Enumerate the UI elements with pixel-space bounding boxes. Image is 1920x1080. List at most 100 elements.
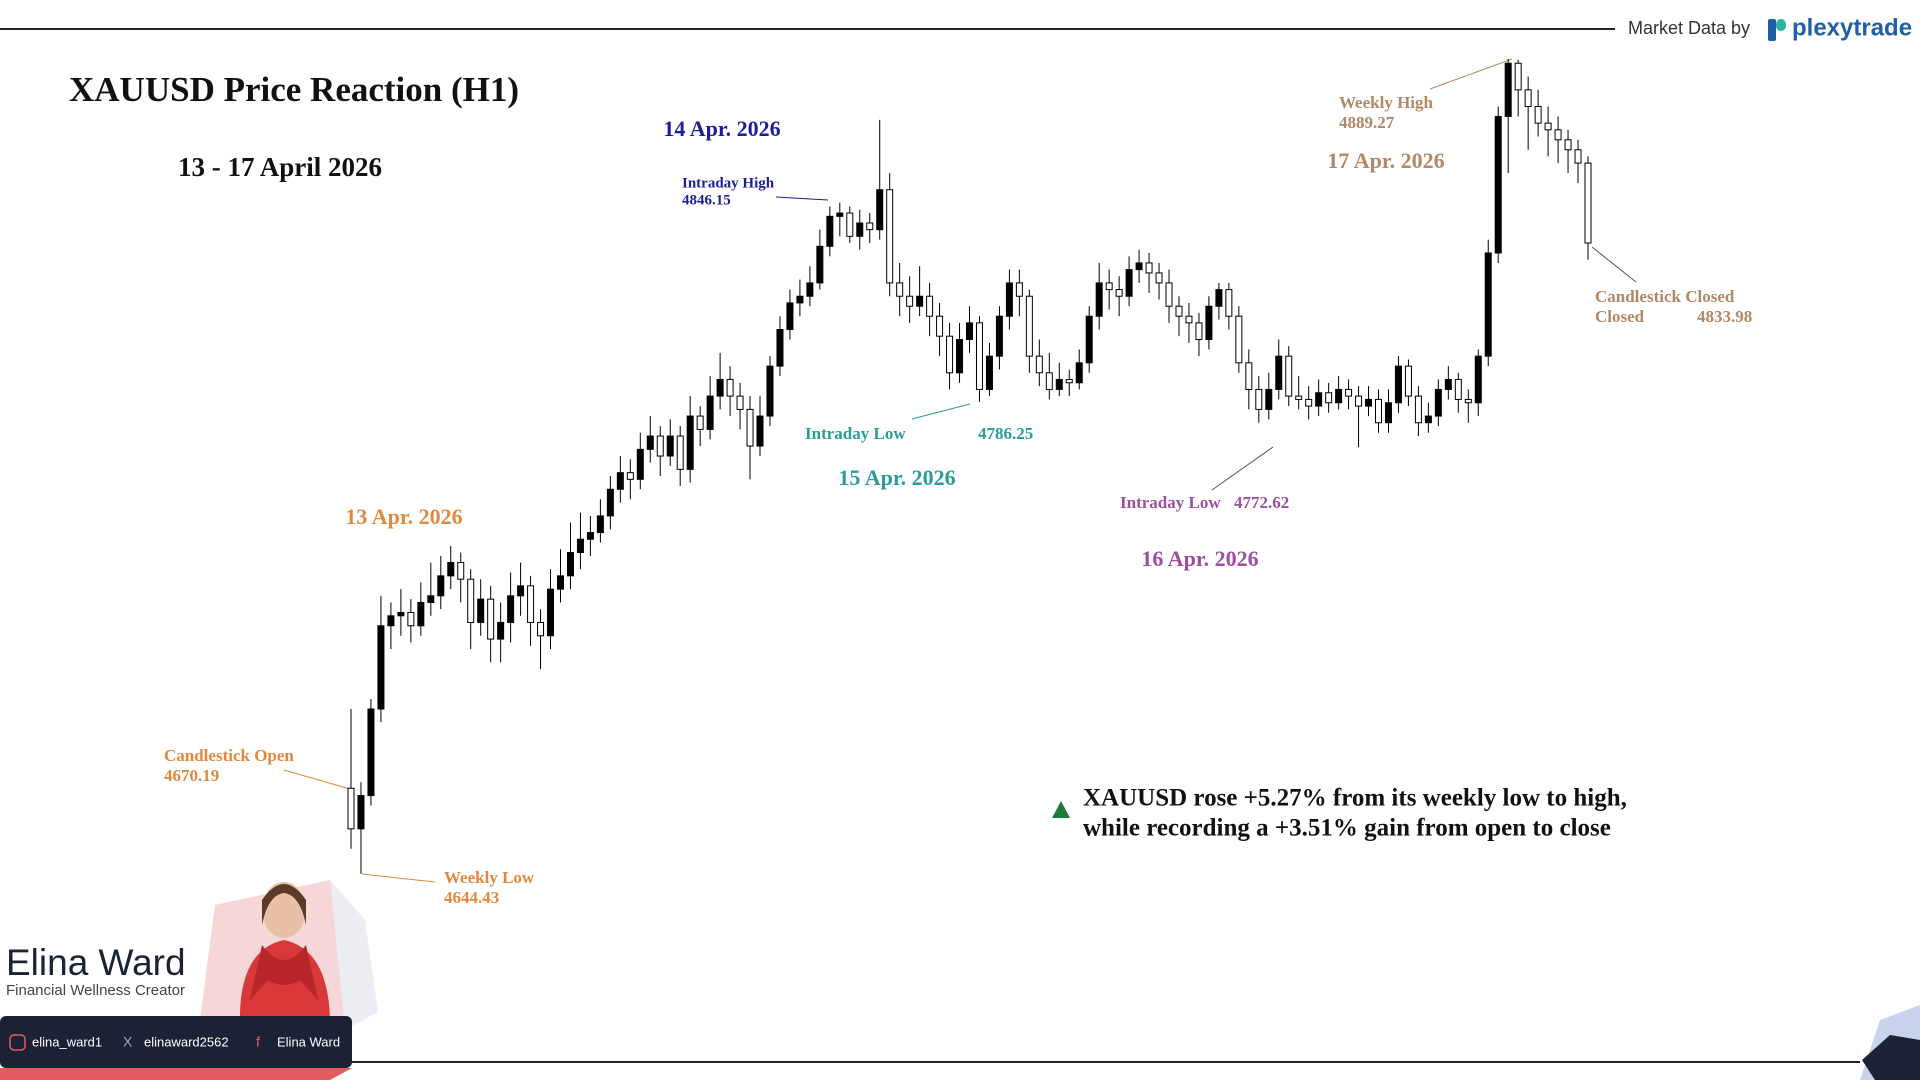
candle-body	[995, 315, 1003, 357]
candle-body	[975, 322, 983, 390]
creator-name: Elina Ward	[6, 942, 186, 983]
candle-body	[447, 562, 455, 577]
candle-body	[946, 335, 954, 374]
candle-body	[1145, 262, 1153, 274]
candle-body	[726, 378, 734, 397]
candle-body	[1085, 315, 1093, 364]
candle-body	[956, 339, 964, 374]
instagram-icon	[9, 1034, 26, 1051]
candle-body	[1175, 305, 1183, 317]
candle-body	[1554, 129, 1562, 141]
candle-body	[1115, 289, 1123, 297]
candle-body	[1365, 398, 1373, 407]
candle-body	[547, 588, 555, 637]
candle-body	[497, 621, 505, 640]
candle-body	[1155, 272, 1163, 284]
candle-body	[596, 515, 604, 534]
annotation-label: Intraday Low	[805, 424, 906, 443]
candle-body	[606, 488, 614, 517]
candle-body	[1355, 395, 1363, 407]
annotation-label: Candlestick Open	[164, 746, 294, 765]
candle-body	[1544, 122, 1552, 131]
candle-body	[1295, 395, 1303, 400]
candle-body	[926, 295, 934, 317]
candle-body	[457, 562, 465, 580]
leader-line	[1211, 446, 1274, 491]
candle-body	[517, 585, 525, 597]
candle-body	[1345, 388, 1353, 397]
facebook-icon: f	[256, 1034, 260, 1050]
candle-body	[696, 415, 704, 430]
candle-body	[1165, 282, 1173, 307]
candle-body	[1564, 139, 1572, 151]
note-line: while recording a +3.51% gain from open …	[1083, 815, 1611, 842]
annotation-value: 4889.27	[1339, 113, 1395, 132]
candle-body	[686, 415, 694, 470]
candle-body	[716, 378, 724, 397]
candle-body	[1394, 365, 1402, 404]
candle-body	[1075, 362, 1083, 384]
candle-body	[1285, 355, 1293, 397]
source-brand: plexytrade	[1792, 14, 1912, 41]
candle-body	[756, 415, 764, 447]
annotation-label: Intraday High	[682, 175, 775, 191]
candle-body	[1215, 289, 1223, 307]
chart-title: XAUUSD Price Reaction (H1)	[69, 70, 519, 109]
day-label: 15 Apr. 2026	[838, 465, 955, 490]
candle-body	[1315, 392, 1323, 407]
candle-body	[936, 315, 944, 337]
up-triangle	[1052, 801, 1070, 818]
annotation-value: 4772.62	[1234, 493, 1289, 512]
candle-body	[1305, 398, 1313, 407]
candle-body	[427, 595, 435, 603]
candle-body	[746, 408, 754, 447]
annotation-label: Closed	[1595, 307, 1645, 326]
candle-body	[1125, 269, 1133, 297]
candle-body	[417, 601, 425, 627]
day-label: 16 Apr. 2026	[1141, 546, 1258, 571]
annotation-label: Weekly Low	[444, 868, 535, 887]
candle-body	[1025, 295, 1033, 357]
candle-body	[576, 538, 584, 554]
day-label: 17 Apr. 2026	[1327, 148, 1444, 173]
candle-body	[1534, 106, 1542, 124]
candle-body	[1335, 388, 1343, 404]
candle-body	[1484, 252, 1492, 357]
annotation-value: 4644.43	[444, 888, 499, 907]
candle-body	[985, 355, 993, 390]
candle-body	[856, 222, 864, 237]
creator-role: Financial Wellness Creator	[6, 982, 185, 999]
annotation-label: Intraday Low	[1120, 493, 1221, 512]
candle-body	[1045, 372, 1053, 390]
candle-body	[1055, 378, 1063, 390]
social-handle: elinaward2562	[144, 1034, 229, 1049]
candle-body	[1514, 62, 1522, 91]
x-icon: X	[123, 1034, 133, 1050]
candle-body	[487, 598, 495, 640]
candle-body	[1275, 355, 1283, 390]
candle-body	[1574, 149, 1582, 164]
candle-body	[816, 245, 824, 284]
chart-subtitle: 13 - 17 April 2026	[178, 152, 382, 182]
candle-body	[357, 795, 365, 830]
candle-body	[646, 435, 654, 450]
candle-body	[786, 302, 794, 331]
candle-body	[966, 322, 973, 341]
candle-body	[527, 585, 535, 623]
candle-body	[866, 222, 874, 231]
candle-body	[906, 295, 914, 307]
candle-body	[1504, 62, 1512, 117]
candle-body	[1464, 398, 1472, 404]
candle-body	[916, 295, 924, 307]
candle-body	[1225, 289, 1233, 317]
candle-body	[377, 625, 385, 710]
candle-body	[467, 578, 475, 623]
candle-body	[1584, 162, 1592, 244]
day-label: 13 Apr. 2026	[345, 504, 462, 529]
candle-body	[1384, 402, 1392, 424]
candle-body	[1065, 378, 1073, 384]
candle-body	[1015, 282, 1023, 297]
candle-body	[1424, 415, 1432, 424]
